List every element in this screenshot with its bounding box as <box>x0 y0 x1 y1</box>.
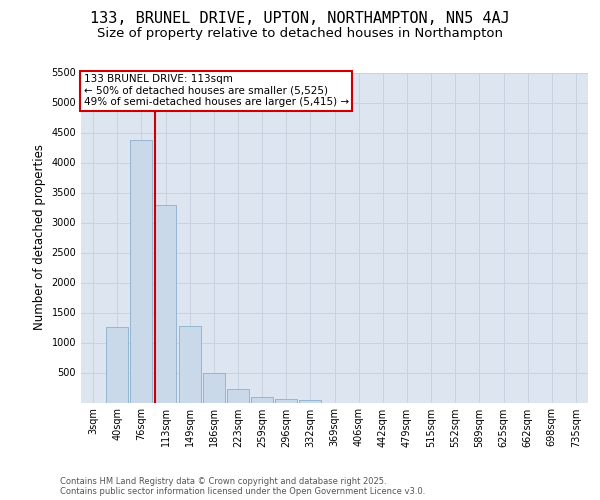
Bar <box>106 327 128 402</box>
Bar <box>299 400 321 402</box>
Text: Size of property relative to detached houses in Northampton: Size of property relative to detached ho… <box>97 28 503 40</box>
Bar <box>155 204 176 402</box>
Bar <box>130 140 152 402</box>
Bar <box>179 326 200 402</box>
Y-axis label: Number of detached properties: Number of detached properties <box>33 144 46 330</box>
Bar <box>227 390 249 402</box>
Bar <box>275 399 297 402</box>
Text: 133 BRUNEL DRIVE: 113sqm
← 50% of detached houses are smaller (5,525)
49% of sem: 133 BRUNEL DRIVE: 113sqm ← 50% of detach… <box>83 74 349 108</box>
Bar <box>203 372 224 402</box>
Text: 133, BRUNEL DRIVE, UPTON, NORTHAMPTON, NN5 4AJ: 133, BRUNEL DRIVE, UPTON, NORTHAMPTON, N… <box>90 11 510 26</box>
Bar <box>251 397 273 402</box>
Text: Contains HM Land Registry data © Crown copyright and database right 2025.
Contai: Contains HM Land Registry data © Crown c… <box>60 476 425 496</box>
